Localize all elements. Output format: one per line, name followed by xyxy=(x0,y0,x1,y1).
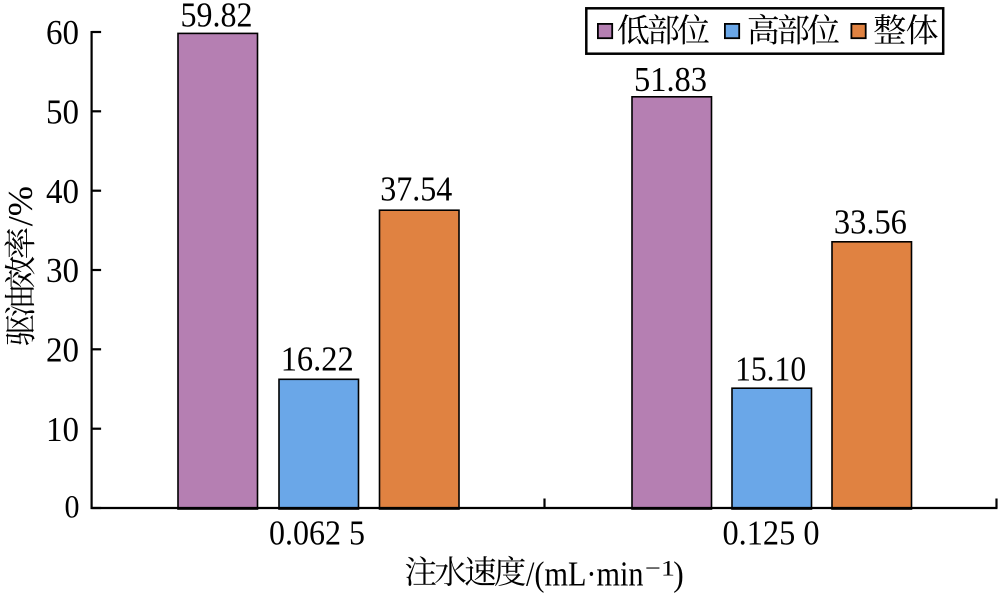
svg-text:0: 0 xyxy=(65,490,80,526)
svg-text:60: 60 xyxy=(46,13,79,52)
svg-text:51.83: 51.83 xyxy=(634,60,707,99)
svg-text:0.125 0: 0.125 0 xyxy=(723,513,820,552)
svg-text:50: 50 xyxy=(46,92,79,131)
svg-text:10: 10 xyxy=(46,410,79,449)
svg-text:30: 30 xyxy=(46,251,79,290)
svg-text:15.10: 15.10 xyxy=(735,349,806,388)
svg-text:−1: −1 xyxy=(645,556,675,581)
svg-text:16.22: 16.22 xyxy=(281,340,354,379)
svg-text:): ) xyxy=(673,555,684,593)
svg-text:0.062 5: 0.062 5 xyxy=(269,513,365,552)
svg-text:37.54: 37.54 xyxy=(380,170,452,209)
svg-text:40: 40 xyxy=(46,172,79,211)
svg-text:/(mL·min: /(mL·min xyxy=(526,555,644,593)
svg-text:33.56: 33.56 xyxy=(834,202,907,241)
svg-text:/%: /% xyxy=(1,186,40,226)
svg-text:59.82: 59.82 xyxy=(181,0,253,35)
svg-text:20: 20 xyxy=(46,330,79,369)
